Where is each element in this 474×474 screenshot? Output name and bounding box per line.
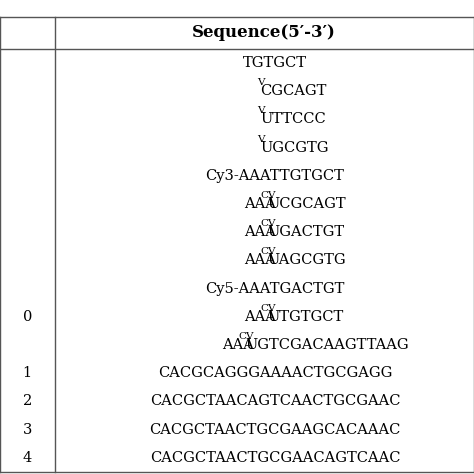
Text: UGTCGACAAGTTAAG: UGTCGACAAGTTAAG: [246, 338, 410, 352]
Text: CV: CV: [261, 247, 276, 256]
Text: UCGCAGT: UCGCAGT: [267, 197, 346, 211]
Text: UTGTGCT: UTGTGCT: [267, 310, 344, 324]
Text: CGCAGT: CGCAGT: [260, 84, 327, 98]
Text: Sequence(5′-3′): Sequence(5′-3′): [192, 24, 336, 41]
Text: 1: 1: [23, 366, 32, 380]
Text: V: V: [257, 78, 264, 87]
Text: CV: CV: [261, 219, 276, 228]
Text: CACGCTAACTGCGAAGCACAAAC: CACGCTAACTGCGAAGCACAAAC: [149, 422, 401, 437]
Text: AAA: AAA: [244, 310, 276, 324]
Text: CV: CV: [261, 304, 276, 313]
Text: Cy5-AAATGACTGT: Cy5-AAATGACTGT: [205, 282, 345, 296]
Text: CV: CV: [239, 332, 254, 341]
Text: AAA: AAA: [244, 225, 276, 239]
Text: AAA: AAA: [244, 197, 276, 211]
Text: UGCGTG: UGCGTG: [260, 140, 329, 155]
Text: 3: 3: [23, 422, 32, 437]
Text: UAGCGTG: UAGCGTG: [267, 253, 346, 267]
Text: CACGCTAACAGTCAACTGCGAAC: CACGCTAACAGTCAACTGCGAAC: [150, 394, 400, 409]
Text: AAA: AAA: [244, 253, 276, 267]
Text: 4: 4: [23, 451, 32, 465]
Text: Cy3-AAATTGTGCT: Cy3-AAATTGTGCT: [206, 169, 344, 183]
Text: CACGCTAACTGCGAACAGTCAAC: CACGCTAACTGCGAACAGTCAAC: [150, 451, 400, 465]
Text: CV: CV: [261, 191, 276, 200]
Text: 0: 0: [23, 310, 32, 324]
Text: 2: 2: [23, 394, 32, 409]
Text: UTTCCC: UTTCCC: [260, 112, 326, 127]
Text: UGACTGT: UGACTGT: [267, 225, 345, 239]
Text: CACGCAGGGAAAACTGCGAGG: CACGCAGGGAAAACTGCGAGG: [158, 366, 392, 380]
Text: TGTGCT: TGTGCT: [243, 56, 307, 70]
Text: V: V: [257, 135, 264, 144]
Text: AAA: AAA: [222, 338, 254, 352]
Text: V: V: [257, 106, 264, 115]
